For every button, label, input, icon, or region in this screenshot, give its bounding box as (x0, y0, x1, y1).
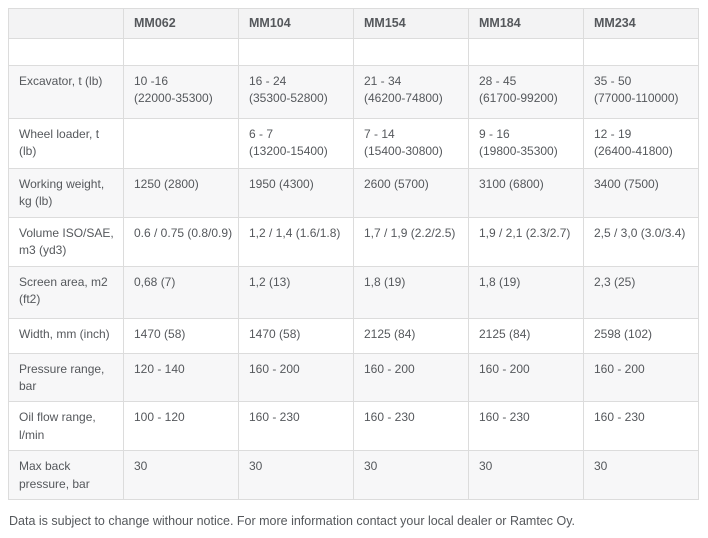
spec-value-cell (123, 118, 239, 169)
spec-value-cell: 16 - 24 (35300-52800) (238, 65, 354, 119)
row-label: Max back pressure, bar (8, 450, 124, 500)
table-row-volume: Volume ISO/SAE, m3 (yd3) 0.6 / 0.75 (0.8… (8, 216, 699, 267)
spec-value-cell: 2125 (84) (353, 317, 469, 354)
spec-value-cell: 1470 (58) (238, 317, 354, 354)
table-row-max-back-pressure: Max back pressure, bar 30 30 30 30 30 (8, 450, 699, 500)
spec-value-cell (353, 38, 469, 66)
column-header-mm062: MM062 (123, 8, 239, 39)
spec-value-cell: 1250 (2800) (123, 168, 239, 218)
spec-value-cell: 10 -16 (22000-35300) (123, 65, 239, 119)
spec-value-cell: 30 (123, 450, 239, 500)
spec-value-cell: 6 - 7 (13200-15400) (238, 118, 354, 169)
spec-value-cell: 2,5 / 3,0 (3.0/3.4) (583, 216, 699, 267)
spec-table-section: MM062 MM104 MM154 MM184 MM234 Excavator,… (8, 8, 700, 530)
table-row-excavator: Excavator, t (lb) 10 -16 (22000-35300) 1… (8, 65, 699, 119)
spec-value-cell: 21 - 34 (46200-74800) (353, 65, 469, 119)
spec-value-cell: 30 (468, 450, 584, 500)
row-label: Pressure range, bar (8, 352, 124, 403)
column-header-mm104: MM104 (238, 8, 354, 39)
spec-value-cell: 1,8 (19) (353, 265, 469, 319)
spec-value-cell: 1,2 / 1,4 (1.6/1.8) (238, 216, 354, 267)
spec-value-cell: 3100 (6800) (468, 168, 584, 218)
spec-value-cell: 1,8 (19) (468, 265, 584, 319)
spec-value-cell: 160 - 200 (583, 352, 699, 403)
spec-value-cell: 2598 (102) (583, 317, 699, 354)
spec-value-cell: 2,3 (25) (583, 265, 699, 319)
table-row-width: Width, mm (inch) 1470 (58) 1470 (58) 212… (8, 317, 699, 354)
table-header-row: MM062 MM104 MM154 MM184 MM234 (8, 8, 699, 39)
spec-value-cell: 2600 (5700) (353, 168, 469, 218)
spec-value-cell: 12 - 19 (26400-41800) (583, 118, 699, 169)
table-row-pressure-range: Pressure range, bar 120 - 140 160 - 200 … (8, 352, 699, 403)
spec-value-cell (238, 38, 354, 66)
column-header-mm234: MM234 (583, 8, 699, 39)
spec-value-cell: 1,9 / 2,1 (2.3/2.7) (468, 216, 584, 267)
column-header-mm154: MM154 (353, 8, 469, 39)
spec-value-cell: 30 (238, 450, 354, 500)
spec-value-cell: 1470 (58) (123, 317, 239, 354)
spec-value-cell: 3400 (7500) (583, 168, 699, 218)
spec-value-cell: 35 - 50 (77000-110000) (583, 65, 699, 119)
spec-value-cell: 120 - 140 (123, 352, 239, 403)
spec-value-cell: 0.6 / 0.75 (0.8/0.9) (123, 216, 239, 267)
row-label (8, 38, 124, 66)
table-row-wheel-loader: Wheel loader, t (lb) 6 - 7 (13200-15400)… (8, 118, 699, 169)
spec-value-cell: 0,68 (7) (123, 265, 239, 319)
row-label: Oil flow range, l/min (8, 401, 124, 452)
spec-value-cell: 160 - 230 (238, 401, 354, 452)
spec-value-cell: 28 - 45 (61700-99200) (468, 65, 584, 119)
row-label: Volume ISO/SAE, m3 (yd3) (8, 216, 124, 267)
row-label: Wheel loader, t (lb) (8, 118, 124, 169)
row-label: Screen area, m2 (ft2) (8, 265, 124, 319)
spec-value-cell: 160 - 200 (238, 352, 354, 403)
spec-value-cell: 160 - 200 (468, 352, 584, 403)
table-row-oil-flow-range: Oil flow range, l/min 100 - 120 160 - 23… (8, 401, 699, 452)
spec-value-cell: 160 - 230 (468, 401, 584, 452)
spec-value-cell: 1950 (4300) (238, 168, 354, 218)
table-row-screen-area: Screen area, m2 (ft2) 0,68 (7) 1,2 (13) … (8, 265, 699, 319)
spec-value-cell: 7 - 14 (15400-30800) (353, 118, 469, 169)
row-label: Width, mm (inch) (8, 317, 124, 354)
spec-value-cell: 30 (583, 450, 699, 500)
row-label: Working weight, kg (lb) (8, 168, 124, 218)
table-row-working-weight: Working weight, kg (lb) 1250 (2800) 1950… (8, 168, 699, 218)
spec-value-cell: 160 - 200 (353, 352, 469, 403)
spec-value-cell: 30 (353, 450, 469, 500)
spec-value-cell (468, 38, 584, 66)
table-row-spacer (8, 38, 699, 66)
spec-value-cell (583, 38, 699, 66)
spec-value-cell: 160 - 230 (583, 401, 699, 452)
spec-value-cell: 100 - 120 (123, 401, 239, 452)
spec-value-cell: 1,2 (13) (238, 265, 354, 319)
spec-value-cell: 160 - 230 (353, 401, 469, 452)
spec-value-cell: 9 - 16 (19800-35300) (468, 118, 584, 169)
spec-value-cell: 2125 (84) (468, 317, 584, 354)
column-header-empty (8, 8, 124, 39)
spec-value-cell (123, 38, 239, 66)
disclaimer-note: Data is subject to change withour notice… (9, 513, 575, 528)
column-header-mm184: MM184 (468, 8, 584, 39)
row-label: Excavator, t (lb) (8, 65, 124, 119)
product-specs-table: MM062 MM104 MM154 MM184 MM234 Excavator,… (8, 8, 699, 500)
spec-value-cell: 1,7 / 1,9 (2.2/2.5) (353, 216, 469, 267)
